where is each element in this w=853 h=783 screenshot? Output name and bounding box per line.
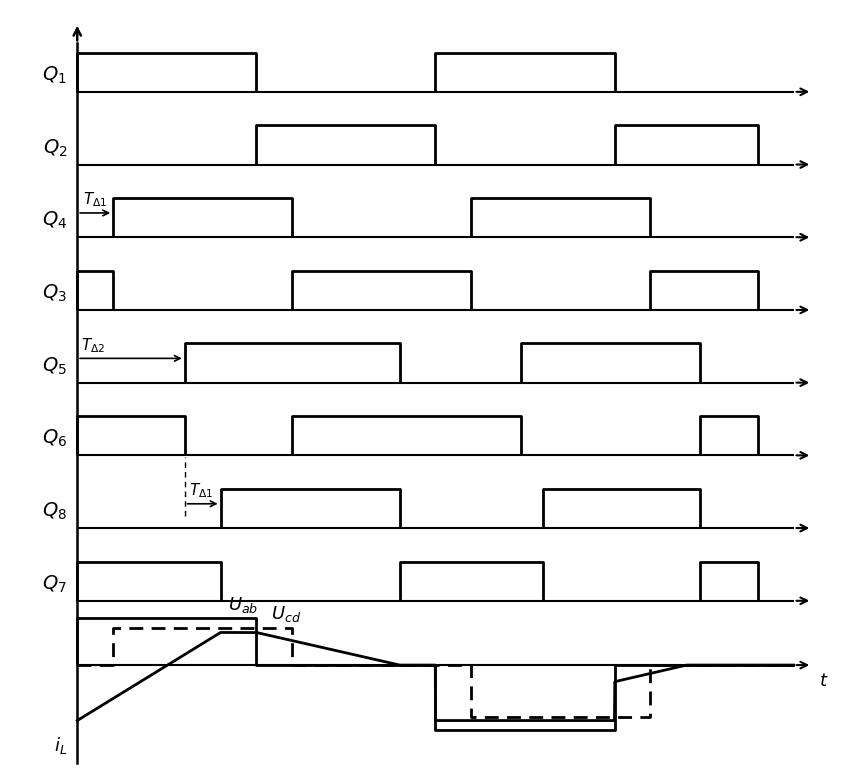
Text: $T_{\Delta 2}$: $T_{\Delta 2}$ <box>81 336 106 355</box>
Text: $Q_{4}$: $Q_{4}$ <box>42 210 67 231</box>
Text: $Q_{8}$: $Q_{8}$ <box>42 501 67 522</box>
Text: $Q_{6}$: $Q_{6}$ <box>42 428 67 449</box>
Text: $Q_{5}$: $Q_{5}$ <box>43 355 67 377</box>
Text: $T_{\Delta 1}$: $T_{\Delta 1}$ <box>189 482 213 500</box>
Text: $U_{ab}$: $U_{ab}$ <box>228 595 258 615</box>
Text: $T_{\Delta 1}$: $T_{\Delta 1}$ <box>83 190 107 209</box>
Text: $Q_{2}$: $Q_{2}$ <box>43 137 67 159</box>
Text: $t$: $t$ <box>818 672 827 690</box>
Text: $Q_{7}$: $Q_{7}$ <box>43 574 67 595</box>
Text: $U_{cd}$: $U_{cd}$ <box>270 604 300 624</box>
Text: $Q_{1}$: $Q_{1}$ <box>43 65 67 86</box>
Text: $Q_{3}$: $Q_{3}$ <box>42 283 67 304</box>
Text: $i_L$: $i_L$ <box>54 735 67 756</box>
